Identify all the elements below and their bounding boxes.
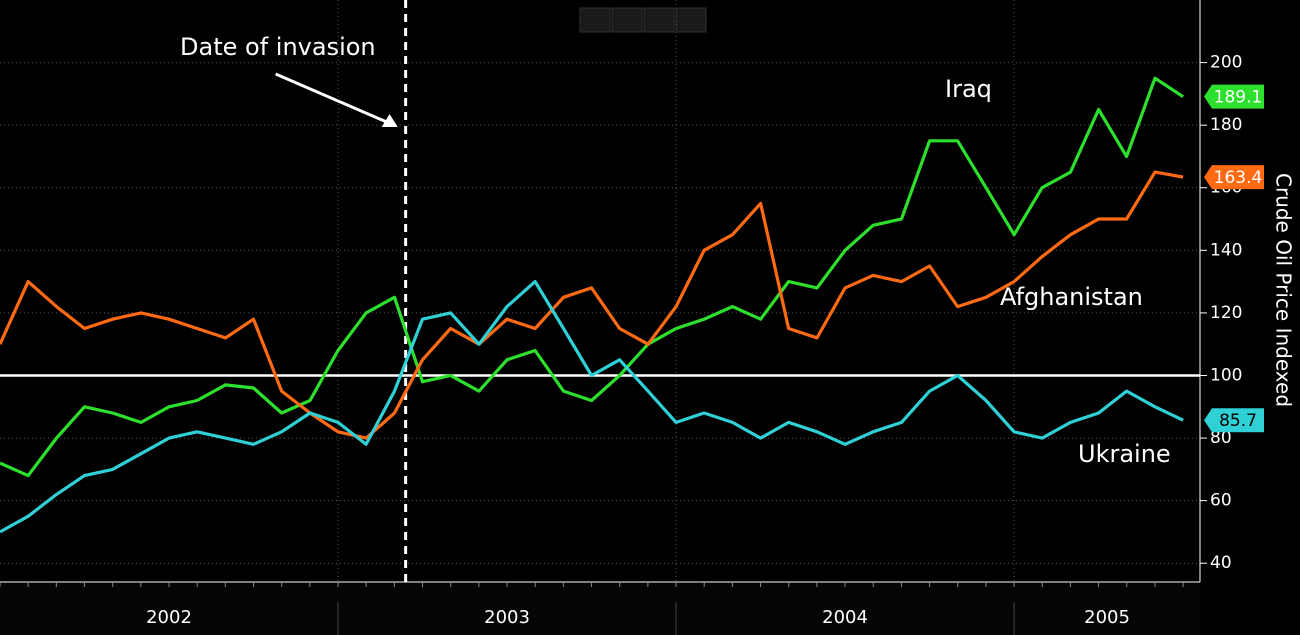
- series-label: Ukraine: [1078, 440, 1171, 468]
- last-value-box: [1204, 165, 1264, 190]
- grid: [0, 0, 1207, 635]
- annotation-text: Date of invasion: [180, 33, 376, 61]
- series-line: [0, 76, 1184, 478]
- toolbar: [579, 7, 707, 33]
- y-tick-label: 60: [1210, 491, 1232, 511]
- last-value-label: 163.4: [1214, 168, 1263, 188]
- series-label: Afghanistan: [1000, 283, 1143, 311]
- x-tick-label: 2005: [1084, 607, 1130, 628]
- y-tick-label: 100: [1210, 365, 1242, 385]
- series-line: [0, 280, 1184, 534]
- last-value-label: 189.1: [1214, 88, 1263, 108]
- y-tick-label: 200: [1210, 53, 1242, 73]
- labels: 4060801001201401601802002002200320042005…: [146, 33, 1264, 628]
- tool-draw[interactable]: [611, 7, 643, 33]
- series-line: [0, 170, 1184, 440]
- last-value-box: [1204, 84, 1264, 109]
- y-tick-label: 120: [1210, 303, 1242, 323]
- last-value-label: 85.7: [1219, 411, 1257, 431]
- y-tick-label: 140: [1210, 240, 1242, 260]
- tool-zoom[interactable]: [675, 7, 707, 33]
- last-value-box: [1204, 408, 1264, 433]
- x-tick-label: 2002: [146, 607, 192, 628]
- y-tick-label: 180: [1210, 115, 1242, 135]
- lines: [0, 76, 1184, 534]
- x-tick-label: 2003: [484, 607, 530, 628]
- tool-layout[interactable]: [643, 7, 675, 33]
- y-tick-label: 80: [1210, 428, 1232, 448]
- annotation-arrow: [275, 72, 395, 127]
- y-tick-label: 40: [1210, 553, 1232, 573]
- x-tick-label: 2004: [822, 607, 868, 628]
- x-axis-band: [0, 583, 1200, 635]
- tool-crosshair[interactable]: [579, 7, 611, 33]
- y-axis-label: Crude Oil Price Indexed: [1272, 173, 1296, 407]
- annotation-arrowhead: [381, 114, 398, 127]
- series-label: Iraq: [945, 75, 992, 103]
